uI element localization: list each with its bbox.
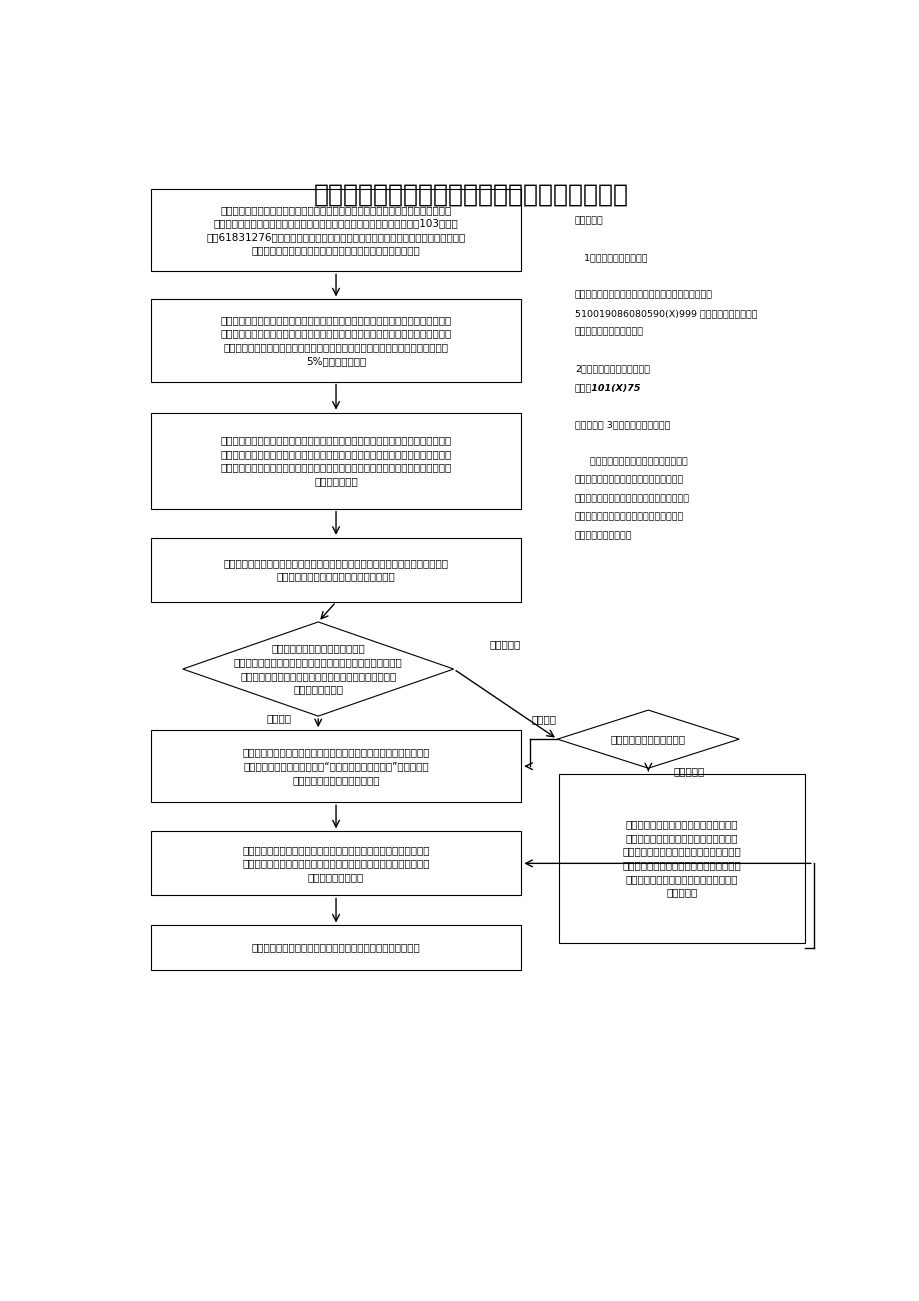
Text: 楼宇物业服务办公室主管按《楼宇入场施
工（装修）协议》内相关规定核算、收取
保洁清费用。如涉及设施设备损坏，由维修
服务中心核算、收取相关费用；涉及安保、
消防: 楼宇物业服务办公室主管按《楼宇入场施 工（装修）协议》内相关规定核算、收取 保洁…	[622, 820, 741, 898]
Text: 维修服务中心与施工方结算用能费用，并在《电子科技大学维修改造
（装修）工程开工报审表》内“后勤保障绚工验收意见”处进行确认
签字盖章，完成绚工验收程序。: 维修服务中心与施工方结算用能费用，并在《电子科技大学维修改造 （装修）工程开工报…	[242, 748, 429, 785]
Text: 1、对公转账账户信息：: 1、对公转账账户信息：	[574, 254, 647, 263]
Text: 施工方携已获得审批的《公用房二次装修改造立项申请暂会审意见表》，按校内维修
改造（装修）工程开工报审表办理流程，到清水河校区维修服务中心办公区103室（电
话：: 施工方携已获得审批的《公用房二次装修改造立项申请暂会审意见表》，按校内维修 改造…	[206, 204, 465, 256]
Text: 整改合格: 整改合格	[530, 714, 556, 725]
Text: 物业服务办公室查看物业保证金缴纳凭证后，根据楼内实际情况，与施工方签订《楼
宇入场施工（装修）协议》及《安全责任书》，并收取《公用房二次装修改造立项申
请暂会审: 物业服务办公室查看物业保证金缴纳凭证后，根据楼内实际情况，与施工方签订《楼 宇入…	[221, 436, 451, 487]
Text: 施工方持红联到物业服务部综合事务部办理保证金退回手续。: 施工方持红联到物业服务部综合事务部办理保证金退回手续。	[252, 942, 420, 952]
Text: 施工工程完成，建设方组织验收合
格后，申请绚工验收、物业服务中、维修服务中心、保卫处相
关办公室等进行验收，并根据验收情况签署《维修改造工
程绚工验收表》。: 施工工程完成，建设方组织验收合 格后，申请绚工验收、物业服务中、维修服务中心、保…	[233, 644, 403, 695]
Text: 验收不合格: 验收不合格	[490, 639, 520, 649]
Text: 楼宇物业服务办公室留存《电子科技大学维修改造（装修）工程开工
报审表》复印件，由楼宇物业主管在《内部结算单》红联背面签字，
确认可退回保证金。: 楼宇物业服务办公室留存《电子科技大学维修改造（装修）工程开工 报审表》复印件，由…	[242, 844, 429, 882]
Text: 2、必须附言备注以下内容：: 2、必须附言备注以下内容：	[574, 364, 649, 373]
Text: 户名：电子科技大学资金结算中心账号：中国建设銀行: 户名：电子科技大学资金结算中心账号：中国建设銀行	[574, 290, 712, 299]
Text: 结算单（后勤保障部专用）》，红联为收款凭: 结算单（后勤保障部专用）》，红联为收款凭	[574, 494, 689, 503]
Text: 510019086080590(X)999 开户行：中国建设銀行: 510019086080590(X)999 开户行：中国建设銀行	[574, 308, 756, 317]
FancyBboxPatch shape	[151, 299, 521, 381]
Text: 施工方入场，在施工地点对外公开张贴《公用房二次装修改造立项申请暂会审意见
表》，并严格按照物业要求进行楼内施工。: 施工方入场，在施工地点对外公开张贴《公用房二次装修改造立项申请暂会审意见 表》，…	[223, 558, 448, 582]
Text: 施工方持办理完成的《公用房二次装修改造立项申请暂会审意见表》及《电子科技大
学维修改造（装修）工程开工报审表》到楼宇物业服务办公室审核入场施工资格。在
入场前，: 施工方持办理完成的《公用房二次装修改造立项申请暂会审意见表》及《电子科技大 学维…	[221, 315, 451, 366]
Text: 单位请注意妥善保存。: 单位请注意妥善保存。	[574, 531, 631, 540]
FancyBboxPatch shape	[151, 412, 521, 509]
Text: 物业保证金 3、妥善保存收款凭证：: 物业保证金 3、妥善保存收款凭证：	[574, 420, 670, 429]
Text: 验收合格: 验收合格	[267, 713, 291, 723]
Text: 服务部综合事务部开具《电子科技大学内部: 服务部综合事务部开具《电子科技大学内部	[574, 476, 684, 485]
FancyBboxPatch shape	[151, 537, 521, 602]
Text: 整改不合格: 整改不合格	[673, 766, 704, 777]
Text: 证，在办理保证金退回时须提供原件，施工: 证，在办理保证金退回时须提供原件，施工	[574, 513, 684, 522]
FancyBboxPatch shape	[559, 774, 804, 942]
FancyBboxPatch shape	[151, 189, 521, 272]
Polygon shape	[557, 710, 739, 768]
Text: 施工方按相关部门要求整改: 施工方按相关部门要求整改	[610, 734, 685, 744]
Text: 后勤财务核算中心收到转账后，由物业: 后勤财务核算中心收到转账后，由物业	[574, 457, 686, 466]
FancyBboxPatch shape	[151, 925, 521, 969]
Text: 注意事项：: 注意事项：	[574, 216, 603, 225]
Text: 转后勤101(X)75: 转后勤101(X)75	[574, 382, 641, 392]
Text: 股份有限公司成都新鸿支行: 股份有限公司成都新鸿支行	[574, 328, 643, 337]
Text: 电子科技大学公用房改造（装修）入场办理流程: 电子科技大学公用房改造（装修）入场办理流程	[313, 182, 629, 206]
FancyBboxPatch shape	[151, 730, 521, 803]
Polygon shape	[183, 622, 453, 716]
FancyBboxPatch shape	[151, 831, 521, 895]
